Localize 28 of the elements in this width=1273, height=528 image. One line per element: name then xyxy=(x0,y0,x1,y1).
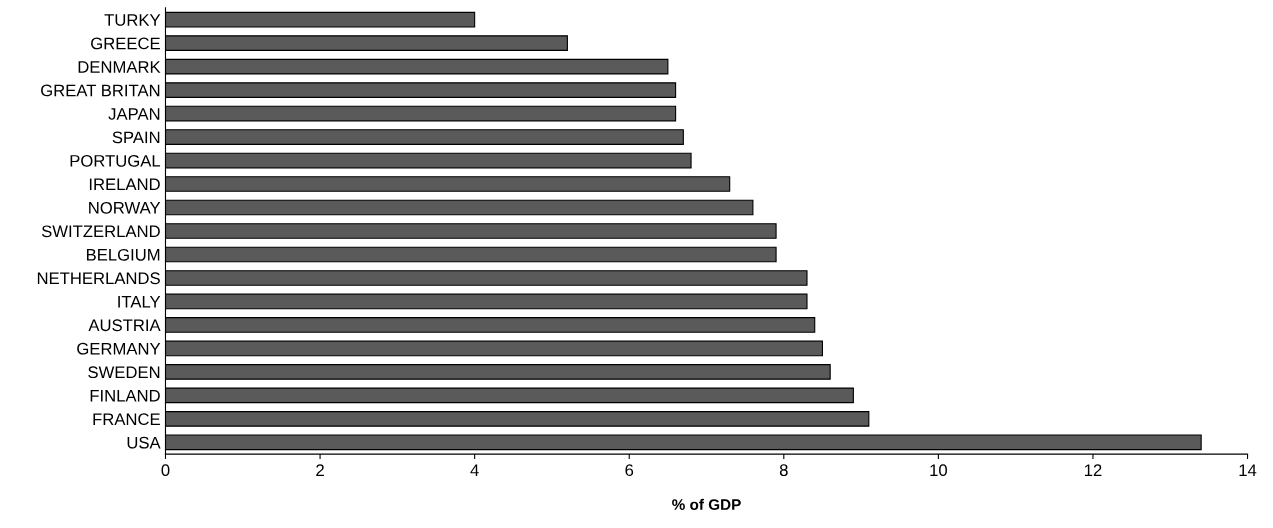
x-tick-label: 4 xyxy=(470,464,479,476)
y-tick-label: GREAT BRITAN xyxy=(41,84,160,97)
y-tick-label: GERMANY xyxy=(77,342,161,355)
x-tick-label: 12 xyxy=(1084,464,1102,476)
y-tick-label: FINLAND xyxy=(90,389,160,402)
y-tick-label: AUSTRIA xyxy=(88,319,161,332)
y-tick-label: SWITZERLAND xyxy=(41,225,160,238)
x-tick-label: 0 xyxy=(161,464,170,477)
x-tick-label: 8 xyxy=(779,464,788,477)
x-tick-label: 6 xyxy=(625,464,634,477)
y-tick-label: GREECE xyxy=(91,37,160,50)
x-tick-label: 2 xyxy=(316,464,324,476)
x-axis-title: % of GDP xyxy=(672,498,741,511)
y-tick-label: NORWAY xyxy=(89,201,161,214)
y-tick-label: SPAIN xyxy=(112,131,160,144)
y-tick-label: FRANCE xyxy=(93,413,160,426)
y-tick-label: NETHERLANDS xyxy=(37,272,160,285)
y-tick-label: IRELAND xyxy=(89,178,160,191)
y-tick-label: USA xyxy=(127,436,161,449)
y-tick-label: BELGIUM xyxy=(86,248,160,261)
x-tick-label: 14 xyxy=(1239,464,1257,476)
y-tick-label: PORTUGAL xyxy=(70,154,161,167)
y-tick-label: SWEDEN xyxy=(88,366,160,379)
y-tick-label: ITALY xyxy=(118,296,161,308)
y-tick-label: JAPAN xyxy=(108,108,160,120)
y-tick-label: DENMARK xyxy=(78,61,161,73)
x-tick-label: 10 xyxy=(930,464,947,477)
y-tick-label: TURKY xyxy=(104,14,161,26)
